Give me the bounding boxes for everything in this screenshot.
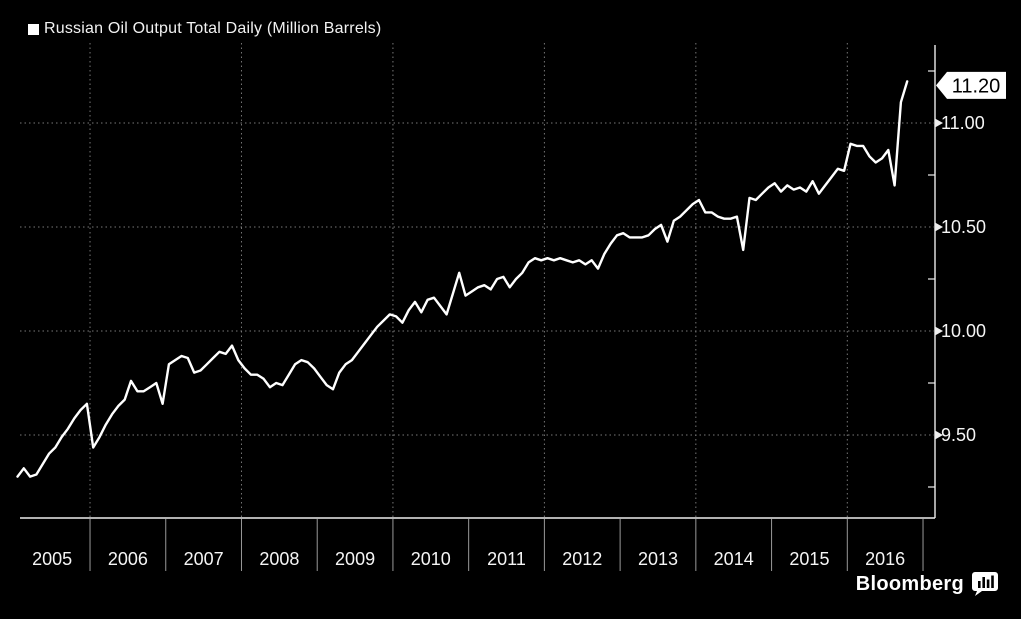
- y-major-tick: [935, 326, 943, 336]
- year-label: 2014: [714, 549, 754, 569]
- chart-title: Russian Oil Output Total Daily (Million …: [44, 20, 382, 37]
- year-label: 2006: [108, 549, 148, 569]
- y-tick-label: 10.50: [941, 217, 986, 237]
- y-major-tick: [935, 430, 943, 440]
- y-tick-label: 10.00: [941, 321, 986, 341]
- legend-swatch-icon: [28, 23, 39, 35]
- bloomberg-wordmark: Bloomberg: [855, 572, 964, 595]
- y-tick-label: 11.00: [941, 113, 985, 133]
- series-line: [16, 80, 909, 478]
- chart-legend: Russian Oil Output Total Daily (Million …: [28, 20, 381, 38]
- y-tick-label: 9.50: [941, 425, 976, 445]
- year-label: 2012: [562, 549, 602, 569]
- year-label: 2008: [259, 549, 299, 569]
- year-label: 2010: [411, 549, 451, 569]
- year-label: 2013: [638, 549, 678, 569]
- year-label: 2009: [335, 549, 375, 569]
- year-label: 2015: [789, 549, 829, 569]
- year-label: 2016: [865, 549, 905, 569]
- bar-chart-bubble-icon: [972, 572, 998, 596]
- last-value-tag-label: 11.20: [952, 75, 1001, 97]
- y-major-tick: [935, 222, 943, 232]
- year-label: 2011: [487, 549, 526, 569]
- bloomberg-logo: Bloomberg: [856, 571, 999, 597]
- year-label: 2007: [184, 549, 224, 569]
- year-label: 2005: [32, 549, 72, 569]
- y-major-tick: [935, 118, 943, 128]
- last-value-tag: [936, 71, 1006, 99]
